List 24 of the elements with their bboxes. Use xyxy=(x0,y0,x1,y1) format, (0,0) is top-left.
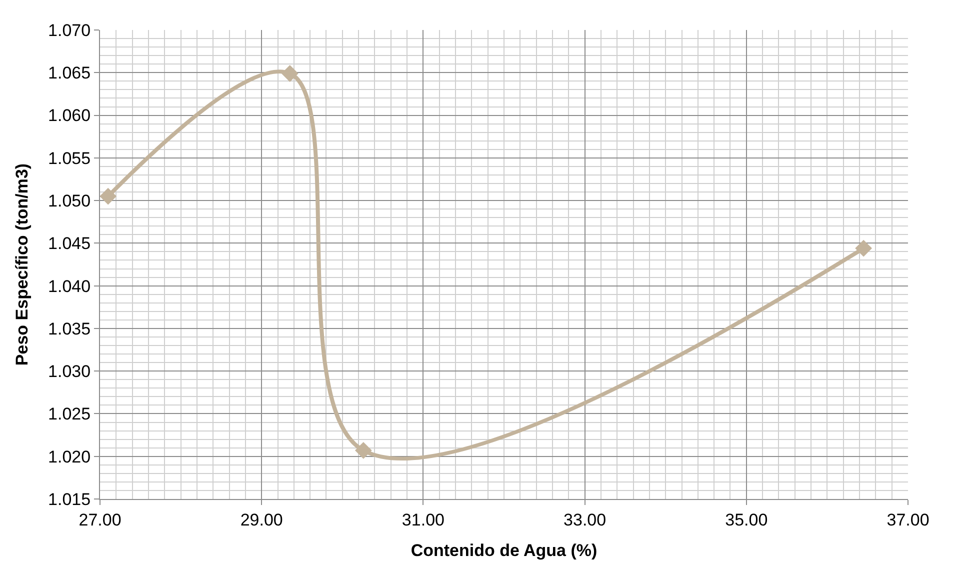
point xyxy=(855,240,872,257)
x-tick-label: 27.00 xyxy=(78,510,122,530)
point xyxy=(354,442,372,459)
y-tick-label: 1.015 xyxy=(48,490,91,509)
point xyxy=(100,188,117,205)
y-tick-label: 1.035 xyxy=(48,319,91,338)
y-tick-label: 1.045 xyxy=(48,234,91,254)
y-tick-label: 1.065 xyxy=(48,64,91,83)
y-tick-label: 1.040 xyxy=(48,276,91,296)
x-tick-label: 29.00 xyxy=(240,510,283,530)
y-tick-label: 1.030 xyxy=(48,362,91,382)
point xyxy=(281,65,298,82)
y-tick-label: 1.050 xyxy=(48,192,91,210)
y-tick-label: 1.060 xyxy=(48,106,91,126)
x-tick-label: 37.00 xyxy=(886,510,930,530)
y-tick-label: 1.070 xyxy=(48,20,91,40)
y-axis-title: Peso Específico (ton/m3) xyxy=(12,163,32,366)
y-tick-label: 1.020 xyxy=(48,447,91,466)
y-tick-label: 1.025 xyxy=(48,404,91,424)
x-tick-label: 35.00 xyxy=(725,510,768,530)
x-axis-title: Contenido de Agua (%) xyxy=(410,540,598,560)
x-tick-label: 31.00 xyxy=(402,510,444,530)
x-tick-label: 33.00 xyxy=(564,510,606,530)
y-tick-label: 1.055 xyxy=(48,148,91,168)
